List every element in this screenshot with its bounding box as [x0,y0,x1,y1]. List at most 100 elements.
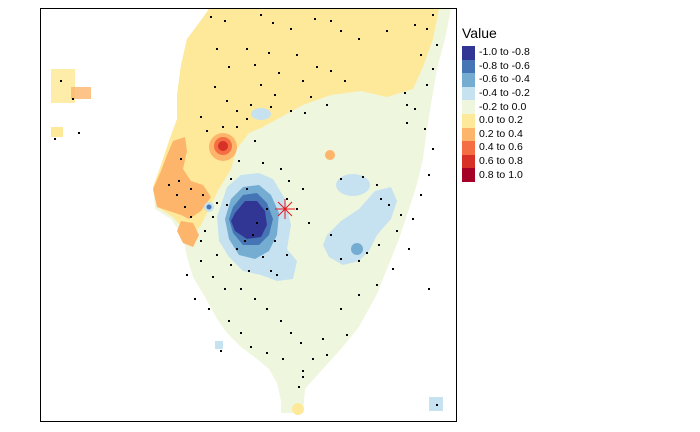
station-point [302,370,304,372]
legend-label: 0.4 to 0.6 [479,141,523,154]
station-point [386,30,388,32]
station-point [252,234,254,236]
station-point [432,14,434,16]
station-point [246,48,248,50]
station-point [254,298,256,300]
zone-yellow-south-tip [292,403,304,415]
station-point [216,202,218,204]
station-point [78,132,80,134]
zone-midblue-southeast [351,243,363,255]
station-point [428,288,430,290]
station-point [226,100,228,102]
legend-row: 0.8 to 1.0 [462,168,582,182]
station-point [420,194,422,196]
legend-swatch [462,154,475,169]
station-point [432,68,434,70]
station-point [412,218,414,220]
station-point [420,54,422,56]
station-point [340,30,342,32]
station-point [238,160,240,162]
station-point [236,248,238,250]
station-point [240,332,242,334]
legend-row: -1.0 to -0.8 [462,46,582,60]
station-point [268,52,270,54]
station-point [194,298,196,300]
map-panel[interactable] [40,8,457,422]
station-point [346,334,348,336]
station-point [244,240,246,242]
zone-lightblue-southeast [323,187,397,265]
station-point [202,194,204,196]
legend-label: -0.2 to 0.0 [479,100,527,113]
zone-orange-west [153,137,211,219]
station-point [400,214,402,216]
station-point [246,188,248,190]
zone-lightblue-small [251,108,271,120]
station-point [204,230,206,232]
legend-row: 0.2 to 0.4 [462,127,582,142]
station-point [436,44,438,46]
station-point [180,158,182,160]
zone-darkblue-center [231,201,267,239]
legend-swatch [462,86,475,101]
station-point [72,98,74,100]
station-points [54,14,438,406]
station-point [282,358,284,360]
island-west-small [51,127,63,137]
station-point [380,198,382,200]
legend-swatch [462,127,475,142]
station-point [314,18,316,20]
zone-lightblue-east [336,174,370,196]
station-point [176,194,178,196]
station-point [254,140,256,142]
station-point [222,126,224,128]
station-point [226,204,228,206]
station-point [200,240,202,242]
station-point [220,350,222,352]
legend-swatch [462,59,475,74]
station-point [214,86,216,88]
station-point [248,270,250,272]
station-point [260,84,262,86]
station-point [396,230,398,232]
station-point [250,346,252,348]
station-point [178,180,180,182]
station-point [330,70,332,72]
legend-label: 0.6 to 0.8 [479,155,523,168]
station-point [228,320,230,322]
legend-label: -0.4 to -0.2 [479,87,530,100]
station-point [340,258,342,260]
station-point [290,110,292,112]
station-point [276,274,278,276]
station-point [190,216,192,218]
island-northwest-orange [71,87,91,99]
station-point [272,22,274,24]
station-point [376,284,378,286]
station-point [280,168,282,170]
station-point [266,208,268,210]
station-point [340,178,342,180]
station-point [224,20,226,22]
station-point [326,104,328,106]
legend-row: 0.0 to 0.2 [462,113,582,128]
legend-swatch [462,168,475,182]
station-point [424,128,426,130]
island-south-blue [215,341,223,349]
station-point [392,268,394,270]
station-point [186,274,188,276]
legend-swatch [462,141,475,155]
station-point [428,174,430,176]
station-point [406,122,408,124]
station-point [330,20,332,22]
station-point [432,148,434,150]
station-point [280,320,282,322]
station-point [388,204,390,206]
station-point [200,116,202,118]
station-point [300,342,302,344]
station-point [310,96,312,98]
station-point [216,48,218,50]
station-point [414,24,416,26]
station-point [426,28,428,30]
station-point [256,222,258,224]
station-point [224,288,226,290]
